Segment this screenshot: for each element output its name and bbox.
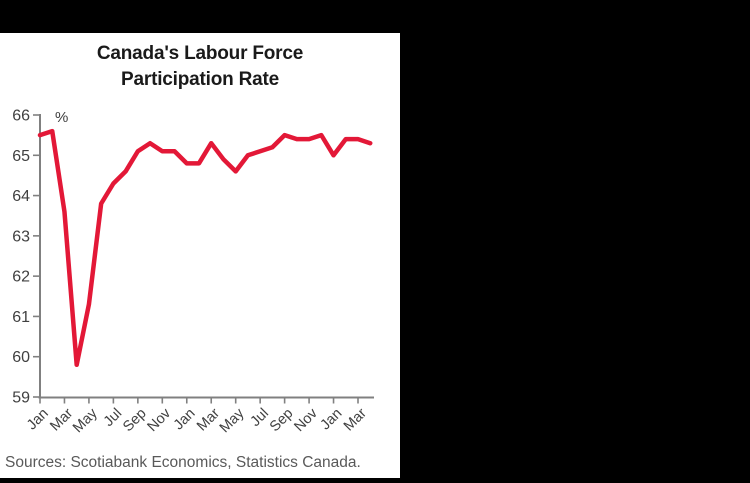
x-tick-label: Sep [267,406,297,436]
x-tick-label: May [217,405,248,436]
data-line [37,128,373,368]
y-tick-label: 64 [12,188,30,205]
x-tick-label: Mar [194,405,223,434]
chart-title: Canada's Labour Force Participation Rate [0,41,400,93]
x-tick-label: Jan [318,406,346,434]
y-tick-label: 59 [12,390,30,407]
x-tick-label: Mar [341,405,370,434]
x-tick-label: Mar [47,405,76,434]
x-tick-label: Nov [291,405,321,435]
y-tick-label: 61 [12,309,30,326]
x-tick-label: Nov [145,405,175,435]
sources-note: Sources: Scotiabank Economics, Statistic… [5,454,361,471]
x-tick-label: Jan [171,406,199,434]
y-tick-label: 66 [12,108,30,125]
y-tick-label: 65 [12,148,30,165]
x-tick-label: May [70,405,101,436]
chart-title-line1: Canada's Labour Force [96,43,304,64]
x-tick-label: Jan [24,406,52,434]
chart-title-line2: Participation Rate [121,69,279,90]
unit-label: % [55,109,68,126]
x-tick-label: Sep [120,406,150,436]
y-tick-label: 60 [12,349,30,366]
y-tick-label: 63 [12,228,30,245]
chart-panel: Canada's Labour Force Participation Rate… [0,33,400,478]
y-tick-label: 62 [12,269,30,286]
